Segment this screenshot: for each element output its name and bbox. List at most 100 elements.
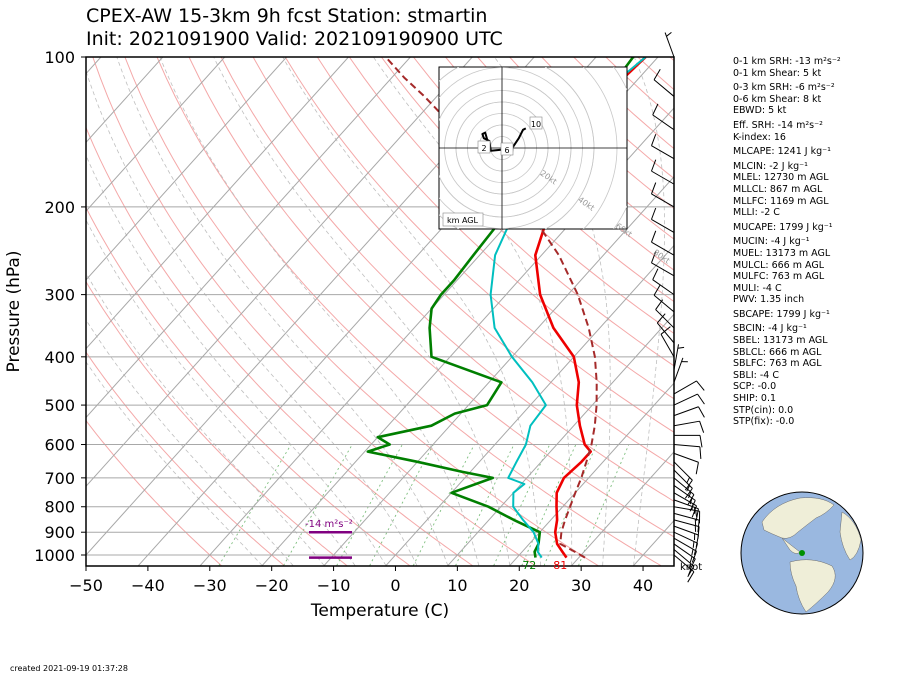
parameter-line: 0-6 km Shear: 8 kt (733, 93, 822, 105)
parameter-line: MLLFC: 1169 m AGL (733, 195, 829, 207)
wind-barb (651, 159, 675, 185)
parameter-line: SBLFC: 763 m AGL (733, 358, 822, 370)
dewpoint-surface-label: 72 (522, 559, 536, 572)
wind-barb-staff (673, 499, 699, 510)
wind-barb (673, 452, 699, 475)
wind-barb-staff (673, 444, 700, 448)
wind-barb-staff (673, 543, 696, 560)
isotherm (86, 57, 287, 281)
parameter-line: SCP: -0.0 (733, 381, 777, 393)
wind-barb-staff (651, 262, 675, 277)
wind-barb (653, 284, 675, 313)
hodograph-height-marker: 10 (529, 116, 543, 130)
wind-barb (673, 444, 702, 459)
parameter-line: Eff. SRH: -14 m²s⁻² (733, 119, 823, 131)
hodograph-height-box (477, 140, 491, 154)
wind-barb (664, 32, 675, 58)
wind-barb-feather (697, 526, 700, 539)
x-tick-label: 30 (571, 576, 591, 595)
wind-barb (673, 549, 695, 577)
wind-barb-feather (652, 103, 659, 116)
hodograph-height-label: 2 (481, 144, 486, 153)
isotherm (447, 313, 674, 566)
parameter-line: MULI: -4 C (733, 282, 782, 294)
isotherm (385, 244, 674, 566)
moist-adiabat (86, 219, 356, 566)
x-tick-label: 20 (509, 576, 529, 595)
wind-barb-staff (673, 393, 698, 406)
wind-barb (673, 393, 705, 406)
x-tick-label: 10 (447, 576, 467, 595)
wind-barb-feather (651, 230, 657, 243)
wind-barb (673, 531, 699, 556)
dry-adiabat (92, 57, 536, 566)
hodograph-ring-label: 80kt (652, 248, 672, 266)
wind-barb (673, 461, 693, 491)
dry-adiabat (86, 126, 473, 566)
wind-barb-feather (687, 571, 695, 583)
wind-barb-feather (656, 313, 666, 324)
wind-barb-staff (655, 309, 675, 329)
wind-barb-feather (651, 134, 657, 146)
dry-adiabat (445, 57, 674, 271)
wind-barb (651, 134, 675, 160)
hodograph-height-box (500, 142, 514, 156)
parameter-line: STP(fix): -0.0 (733, 416, 795, 428)
wind-barb-staff (673, 537, 697, 552)
isotherm (509, 382, 674, 566)
hodograph-legend-label: km AGL (447, 216, 479, 225)
parameter-line: 0-3 km SRH: -6 m²s⁻² (733, 82, 835, 94)
wind-barb-staff (664, 32, 675, 58)
x-tick-label: −10 (317, 576, 351, 595)
dry-adiabat (220, 57, 674, 502)
wind-barb-staff (651, 193, 675, 208)
hodograph-height-marker: 2 (477, 140, 491, 154)
isotherm (86, 57, 411, 419)
parameter-line: MUCIN: -4 J kg⁻¹ (733, 236, 810, 248)
wind-barb (673, 344, 685, 371)
wind-barb-staff (651, 145, 675, 160)
srh-label: -14 m²s⁻² (305, 519, 353, 530)
wind-barb-feather (699, 435, 703, 448)
wind-barb-feather (651, 207, 657, 220)
wind-barb (651, 207, 675, 233)
dry-adiabat (413, 57, 674, 303)
dry-adiabat (86, 351, 285, 566)
wind-barb-feather (695, 508, 699, 521)
wind-barb-feather (653, 68, 661, 80)
wind-barb-staff (673, 380, 697, 395)
parameter-line: PWV: 1.35 inch (733, 294, 805, 306)
wind-barb-staff (656, 322, 675, 344)
dry-adiabat (86, 280, 348, 566)
wind-barb (673, 537, 697, 563)
wind-barb-feather (688, 563, 692, 570)
wind-barb-feather (677, 346, 685, 349)
parameter-line: SBCIN: -4 J kg⁻¹ (733, 323, 807, 335)
created-timestamp: created 2021-09-19 01:37:28 (10, 664, 128, 673)
y-axis-label: Pressure (hPa) (4, 251, 24, 373)
wind-barb-staff (660, 334, 675, 358)
wind-barb (651, 182, 675, 208)
wind-barb-feather (689, 556, 693, 563)
moist-adiabat (373, 57, 573, 566)
station-marker (799, 550, 805, 556)
x-tick-label: −30 (193, 576, 227, 595)
wind-barb (673, 543, 696, 571)
mixing-ratio-line (493, 444, 551, 566)
wind-barb-feather (689, 500, 696, 512)
y-tick-label: 100 (44, 48, 75, 67)
wind-barb-staff (651, 170, 675, 185)
chart-title-line-1: CPEX-AW 15-3km 9h fcst Station: stmartin (86, 5, 488, 27)
parameter-line: STP(cin): 0.0 (733, 404, 794, 416)
y-tick-label: 1000 (34, 546, 75, 565)
wind-barb-feather (697, 520, 700, 533)
parameter-line: SBLI: -4 C (733, 369, 779, 381)
sounding-parameters: 0-1 km SRH: -13 m²s⁻² 0-1 km Shear: 5 kt 0… (733, 56, 841, 428)
wind-barb-feather (695, 510, 698, 517)
wind-barb-feather (653, 284, 661, 296)
wind-barb-feather (660, 326, 671, 335)
wind-barb-feather (697, 393, 705, 405)
parcel-trace (384, 57, 598, 559)
